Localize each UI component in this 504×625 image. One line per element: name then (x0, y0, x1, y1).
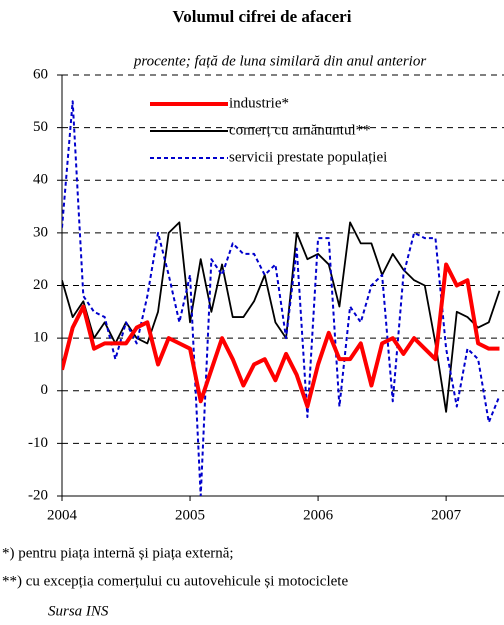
x-tick-label: 2007 (431, 507, 462, 523)
y-tick-label: 30 (33, 224, 48, 240)
note: *) pentru piața internă și piața externă… (2, 545, 234, 561)
y-tick-label: 10 (33, 330, 48, 346)
y-tick-label: 60 (33, 66, 48, 82)
legend-label: industrie* (229, 95, 289, 111)
legend-label: servicii prestate populației (229, 149, 387, 165)
x-tick-label: 2005 (175, 507, 205, 523)
series-line (62, 221, 501, 413)
series-line (62, 100, 501, 496)
y-tick-label: 50 (33, 119, 48, 135)
legend-label: comerț cu amănuntul** (229, 122, 371, 138)
y-tick-label: -20 (28, 487, 48, 503)
note: **) cu excepția comerțului cu autovehicu… (2, 573, 348, 589)
y-tick-label: 20 (33, 277, 48, 293)
chart-subtitle: procente; față de luna similară din anul… (133, 53, 427, 69)
y-tick-label: 0 (41, 382, 49, 398)
x-tick-label: 2004 (47, 507, 78, 523)
y-tick-label: -10 (28, 435, 48, 451)
source: Sursa INS (48, 603, 109, 619)
chart-title: Volumul cifrei de afaceri (173, 7, 352, 26)
y-tick-label: 40 (33, 172, 48, 188)
series-line (62, 262, 500, 409)
x-tick-label: 2006 (303, 507, 334, 523)
